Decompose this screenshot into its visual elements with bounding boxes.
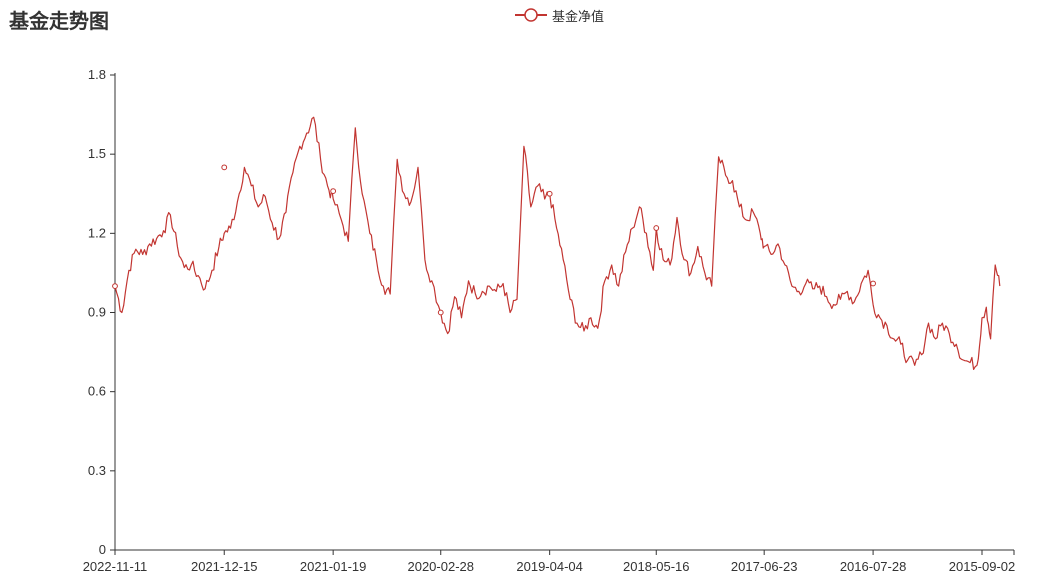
data-point-marker[interactable] xyxy=(330,188,337,195)
data-point-marker[interactable] xyxy=(870,280,876,287)
chart-title: 基金走势图 xyxy=(9,9,109,33)
x-tick-label: 2015-09-02 xyxy=(949,559,1016,574)
series-layer xyxy=(112,116,1001,370)
x-tick-label: 2021-01-19 xyxy=(300,559,367,574)
x-tick-label: 2017-06-23 xyxy=(731,559,798,574)
y-tick-label: 0 xyxy=(99,542,106,557)
data-point-marker[interactable] xyxy=(546,190,553,197)
x-tick-label: 2018-05-16 xyxy=(623,559,690,574)
x-tick-label: 2021-12-15 xyxy=(191,559,258,574)
legend-label: 基金净值 xyxy=(552,9,605,25)
y-tick-label: 0.9 xyxy=(88,305,106,320)
x-tick-label: 2022-11-11 xyxy=(83,559,148,574)
data-point-marker[interactable] xyxy=(112,283,118,290)
data-point-marker[interactable] xyxy=(221,164,228,171)
data-point-marker[interactable] xyxy=(653,225,660,231)
x-tick-label: 2016-07-28 xyxy=(840,559,907,574)
legend[interactable]: 基金净值 xyxy=(515,6,605,25)
series-line xyxy=(114,116,1001,370)
y-tick-label: 0.6 xyxy=(88,384,106,399)
y-tick-label: 1.8 xyxy=(88,67,106,82)
x-tick-label: 2019-04-04 xyxy=(516,559,583,574)
y-tick-label: 1.2 xyxy=(88,225,106,240)
x-tick-label: 2020-02-28 xyxy=(407,559,474,574)
x-axis: 2022-11-11 2021-12-15 2021-01-19 2020-02-28… xyxy=(83,549,1016,574)
y-tick-label: 0.3 xyxy=(88,463,106,478)
legend-line-circle-icon xyxy=(515,8,547,22)
y-tick-label: 1.5 xyxy=(88,146,106,161)
data-point-marker[interactable] xyxy=(437,309,444,316)
y-axis: 0 0.3 0.6 0.9 1.2 1.5 1.8 xyxy=(88,67,116,557)
